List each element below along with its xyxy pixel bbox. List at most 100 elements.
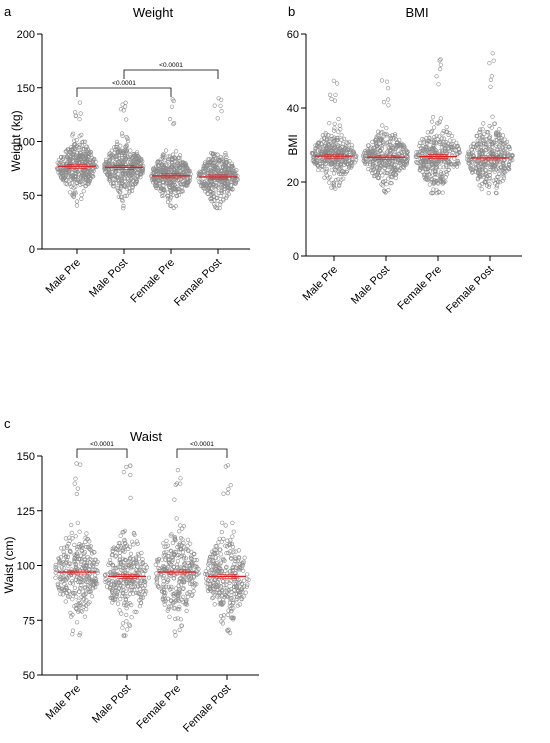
data-point [416,150,421,155]
data-point [204,182,209,188]
data-point [218,584,224,589]
data-point [77,142,82,147]
data-point [102,573,108,578]
data-point [429,191,434,196]
data-point [121,206,126,211]
data-point [329,148,335,153]
data-point [70,153,75,158]
data-point [487,123,492,129]
data-point [127,601,132,606]
data-point [74,461,79,466]
data-point [329,167,334,172]
data-point [388,134,393,139]
data-point [72,110,78,115]
data-point [67,161,73,166]
data-point [112,582,117,588]
data-point [133,567,138,572]
data-point [123,541,128,546]
data-point [117,608,122,613]
significance-bracket [123,69,219,79]
data-point [82,614,87,619]
data-point [168,166,173,171]
data-point [134,156,139,161]
data-point [214,196,219,201]
data-point [233,555,238,560]
data-point [132,609,137,614]
data-point [230,520,235,526]
data-point [70,173,75,178]
data-point [354,158,359,163]
data-point [335,143,340,148]
data-point [503,146,508,151]
data-point [478,127,483,132]
data-point [89,155,94,160]
data-point [155,159,160,164]
data-point [84,544,89,550]
data-point [432,137,437,142]
data-point [324,173,329,178]
data-point [237,565,243,570]
data-point [213,160,218,165]
data-point [495,138,500,143]
data-point [426,177,431,182]
data-point [132,571,137,576]
data-point [182,562,187,567]
p-value-label: <0.0001 [90,441,114,448]
data-point [86,573,91,579]
data-point [225,463,231,468]
data-point [170,192,175,197]
data-point [175,606,180,612]
data-point [181,174,187,179]
data-point [184,183,189,188]
data-point [85,146,90,151]
data-point [66,541,71,546]
data-point [92,576,98,581]
data-point [496,171,502,177]
data-point [87,567,92,572]
data-point [384,133,389,138]
data-point [174,481,180,486]
data-point [211,595,216,600]
data-point [65,153,70,158]
data-point [61,176,66,181]
data-point [102,162,107,167]
y-tick-label: 150 [17,451,35,463]
x-tick-label: Female Pre [134,683,183,732]
data-point [203,571,208,577]
data-point [124,150,129,155]
data-point [74,620,80,625]
data-point [397,168,402,173]
data-point [228,549,233,554]
data-point [73,562,78,567]
data-point [344,157,349,162]
data-point [450,151,455,156]
data-point [434,148,439,153]
data-point [316,168,321,173]
data-point [235,558,240,563]
data-point [400,164,406,169]
data-point [215,583,220,588]
data-point [135,573,140,578]
data-point [496,165,501,170]
data-point [386,165,391,170]
data-point [75,169,80,174]
data-point [315,163,320,168]
data-point [384,155,389,161]
data-point [165,608,170,613]
data-point [384,182,389,187]
data-point [351,150,357,155]
data-point [226,608,231,613]
data-point [216,170,221,175]
data-point [128,495,133,501]
data-point [389,174,394,180]
data-point [422,151,427,156]
data-point [156,565,161,571]
data-point [103,157,109,162]
y-tick-label: 150 [17,83,35,95]
data-point [217,177,223,182]
data-point [83,153,88,159]
data-point [139,550,144,556]
data-point [67,594,72,599]
data-point [212,547,217,552]
data-point [88,176,93,181]
